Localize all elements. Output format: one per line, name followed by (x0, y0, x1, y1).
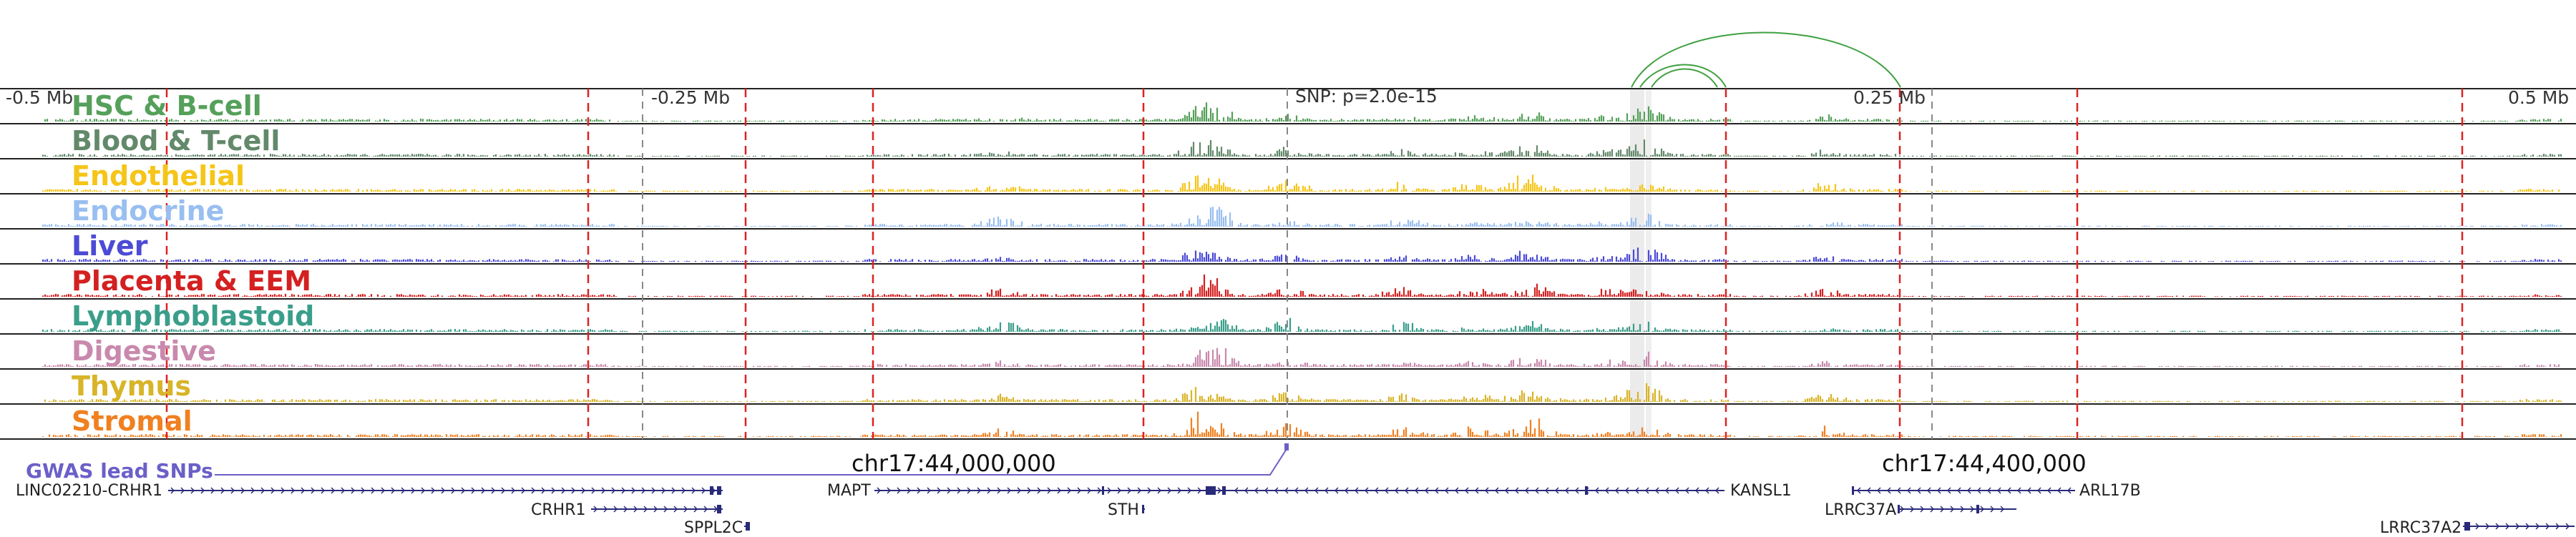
loop-arc (1651, 68, 1718, 88)
gene-label-kansl1: KANSL1 (1730, 482, 1792, 500)
gene-lrrc37a2-exon (2464, 522, 2470, 531)
track-label: Digestive (72, 335, 216, 367)
track-label: HSC & B-cell (72, 90, 262, 122)
track-signal (44, 383, 2562, 402)
gwas-snp-connector (215, 448, 1287, 476)
gene-crhr1-strand (593, 506, 718, 513)
gene-kansl1-exon (1585, 486, 1588, 495)
gene-mapt-strand (877, 487, 1222, 494)
gene-label-sth: STH (1108, 501, 1139, 519)
snp-pvalue-label: SNP: p=2.0e-15 (1295, 86, 1438, 107)
gene-label-arl17b: ARL17B (2079, 482, 2141, 500)
gene-mapt-exon (1102, 486, 1104, 495)
coordinate-label-left: chr17:44,000,000 (852, 450, 1056, 477)
gene-arl17b-exon (1852, 486, 1854, 495)
gene-linc02210-crhr1-exon (710, 486, 713, 495)
gene-kansl1-strand (1234, 487, 1719, 494)
gene-label-lrrc37a: LRRC37A (1825, 501, 1897, 519)
track-signal (42, 174, 2560, 192)
gwas-lead-snps-label: GWAS lead SNPs (26, 459, 213, 483)
track-label: Stromal (72, 405, 192, 437)
track-label: Endothelial (72, 160, 245, 192)
track-signal (42, 317, 2562, 332)
gwas-snp-marker (1284, 443, 1289, 450)
gene-label-lrrc37a2: LRRC37A2 (2380, 519, 2462, 537)
track-label: Endocrine (72, 195, 225, 227)
track-signal (42, 207, 2562, 227)
gene-linc02210-crhr1-strand (170, 487, 716, 494)
gene-sppl2c-exon (746, 522, 750, 531)
track-signal (42, 139, 2562, 157)
gene-label-crhr1: CRHR1 (531, 501, 586, 519)
gene-lrrc37a-exon (1898, 505, 1900, 513)
track-label: Liver (72, 230, 148, 262)
gene-lrrc37a-strand (1900, 506, 2005, 513)
gene-label-linc02210-crhr1: LINC02210-CRHR1 (16, 482, 162, 500)
track-label: Lymphoblastoid (72, 300, 315, 332)
loop-arc (1639, 64, 1727, 88)
gene-sth-exon (1142, 505, 1144, 513)
track-signal (42, 247, 2562, 262)
track-signal (42, 411, 2562, 437)
gene-mapt-exon (1206, 486, 1216, 495)
gene-crhr1-exon (717, 505, 721, 513)
gene-linc02210-crhr1-exon (717, 486, 721, 495)
track-signal (42, 348, 2560, 367)
track-label: Blood & T-cell (72, 125, 280, 157)
track-signal (42, 274, 2562, 297)
ruler-label-minus-quarter: -0.25 Mb (651, 87, 731, 108)
gene-mapt-exon (1222, 486, 1226, 495)
track-signal (44, 102, 2562, 122)
ruler-label-plus-half: 0.5 Mb (2508, 87, 2570, 108)
track-label: Thymus (72, 370, 192, 402)
ruler-label-plus-quarter: 0.25 Mb (1853, 87, 1926, 108)
gene-label-mapt: MAPT (827, 482, 871, 500)
loop-arc (1631, 31, 1901, 88)
gene-arl17b-strand (1856, 487, 2072, 494)
coordinate-label-right: chr17:44,400,000 (1882, 450, 2087, 477)
gene-lrrc37a-exon (1976, 505, 1979, 513)
ruler-label-minus-half: -0.5 Mb (6, 87, 74, 108)
gene-label-sppl2c: SPPL2C (684, 519, 743, 537)
track-label: Placenta & EEM (72, 265, 312, 297)
